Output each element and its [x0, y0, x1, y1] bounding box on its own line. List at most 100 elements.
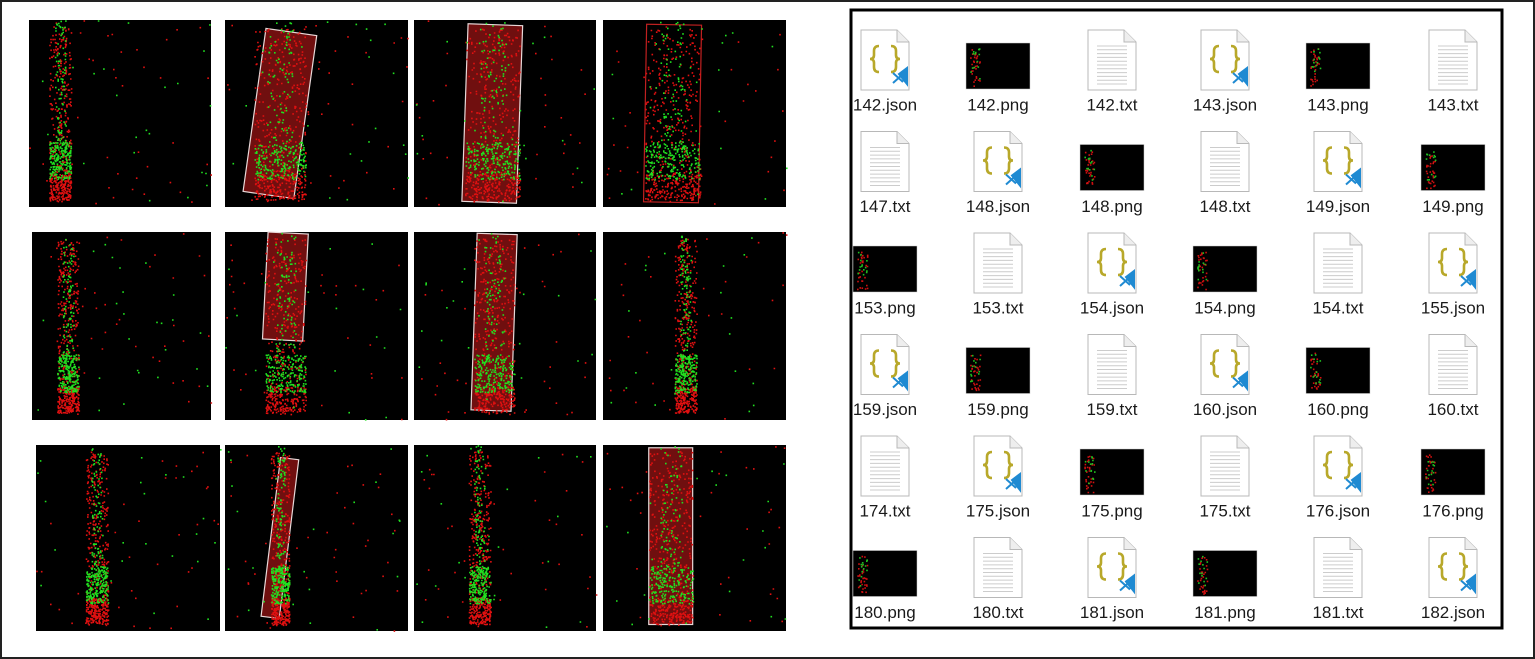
file-item[interactable]: 154.json [1080, 232, 1144, 317]
image-background [225, 445, 408, 631]
file-item[interactable]: 154.txt [1312, 232, 1364, 317]
file-name: 180.txt [972, 603, 1023, 622]
file-page [1313, 131, 1363, 192]
file-item[interactable]: 175.json [966, 435, 1030, 520]
file-item[interactable]: 182.json [1421, 537, 1485, 622]
file-name: 174.txt [859, 501, 910, 520]
file-page [1428, 29, 1478, 91]
file-name: 159.json [853, 400, 917, 419]
file-item[interactable]: 160.json [1193, 334, 1257, 419]
file-page [1200, 334, 1250, 395]
file-item[interactable]: 181.json [1080, 537, 1144, 622]
file-item[interactable]: 160.png [1305, 347, 1371, 419]
point-cloud-image [29, 20, 212, 207]
file-item[interactable]: 181.png [1192, 550, 1258, 622]
file-item[interactable]: 159.txt [1086, 334, 1138, 419]
text-lines [1323, 248, 1353, 288]
file-item[interactable]: 142.json [853, 29, 917, 114]
thumb-red [857, 555, 869, 594]
file-name: 143.json [1193, 95, 1257, 114]
file-item[interactable]: 181.txt [1312, 537, 1364, 622]
page-fold [1009, 537, 1022, 550]
file-item[interactable]: 142.png [965, 42, 1031, 114]
file-item[interactable]: 143.png [1305, 42, 1371, 114]
file-name: 181.png [1194, 603, 1255, 622]
file-item[interactable]: 153.txt [972, 232, 1024, 317]
thumb-green [970, 48, 981, 80]
file-item[interactable]: 174.txt [859, 435, 911, 520]
green-points [37, 238, 209, 412]
file-item[interactable]: 148.txt [1199, 131, 1251, 216]
page-fold [1123, 537, 1136, 550]
text-lines [1210, 147, 1240, 186]
file-name: 148.png [1081, 197, 1142, 216]
file-item[interactable]: 143.txt [1427, 29, 1479, 114]
bounding-box [461, 23, 524, 204]
file-item[interactable]: 175.png [1079, 448, 1145, 520]
json-braces [1096, 247, 1128, 277]
thumb-red [970, 49, 981, 87]
file-explorer-frame [849, 8, 1504, 630]
file-item[interactable]: 142.txt [1086, 29, 1138, 114]
png-thumbnail [1305, 347, 1371, 394]
file-name: 147.txt [859, 197, 910, 216]
page-fold [1236, 131, 1249, 144]
file-item[interactable]: 175.txt [1199, 435, 1251, 520]
file-item[interactable]: 159.json [853, 334, 917, 419]
thumb-red [1425, 155, 1436, 190]
thumb-green [1425, 151, 1437, 181]
page-fold [1464, 30, 1477, 43]
vscode-badge [1119, 573, 1135, 595]
file-item[interactable]: 147.txt [859, 131, 911, 216]
file-item[interactable]: 154.png [1192, 245, 1258, 317]
file-item[interactable]: 160.txt [1427, 334, 1479, 419]
text-lines [983, 248, 1013, 288]
vscode-badge [1232, 66, 1248, 87]
file-item[interactable]: 176.png [1420, 448, 1486, 520]
point-cloud-image [603, 20, 788, 207]
file-page [973, 537, 1023, 598]
thumb-green [857, 251, 868, 276]
file-name: 175.png [1081, 501, 1142, 520]
thumb-green [1197, 252, 1208, 281]
green-points [232, 21, 409, 201]
point-cloud-image [32, 232, 213, 420]
file-item[interactable]: 153.png [852, 245, 918, 317]
json-braces [982, 146, 1014, 175]
point-cloud-image [414, 20, 596, 207]
vscode-badge [1005, 167, 1021, 189]
text-lines [1097, 45, 1127, 85]
file-item[interactable]: 149.json [1306, 131, 1370, 216]
file-item[interactable]: 143.json [1193, 29, 1257, 114]
file-page [1428, 537, 1478, 598]
file-item[interactable]: 155.json [1421, 232, 1485, 317]
file-name: 155.json [1421, 298, 1485, 317]
png-thumbnail [965, 347, 1031, 394]
file-item[interactable]: 148.json [966, 131, 1030, 216]
text-lines [1210, 451, 1240, 491]
thumb-green [1425, 461, 1436, 486]
file-name: 149.json [1306, 197, 1370, 216]
file-item[interactable]: 180.txt [972, 537, 1024, 622]
text-lines [1323, 553, 1353, 592]
page-fold [1009, 436, 1022, 449]
file-item[interactable]: 176.json [1306, 435, 1370, 520]
image-background [36, 445, 220, 631]
vscode-badge [1005, 472, 1021, 493]
file-page [1428, 232, 1478, 294]
file-name: 160.txt [1427, 400, 1478, 419]
file-item[interactable]: 148.png [1079, 144, 1145, 216]
file-item[interactable]: 159.png [965, 347, 1031, 419]
file-item[interactable]: 180.png [852, 550, 918, 622]
point-cloud-image [225, 20, 409, 207]
file-page [1313, 435, 1363, 497]
json-braces [869, 44, 901, 74]
image-background [32, 232, 211, 420]
green-points [611, 21, 788, 200]
file-item[interactable]: 149.png [1420, 144, 1486, 216]
thumb-red [1197, 251, 1209, 291]
page-fold [1123, 334, 1136, 347]
thumb-green [1311, 48, 1322, 73]
red-points [50, 233, 213, 415]
file-name: 176.json [1306, 501, 1370, 520]
